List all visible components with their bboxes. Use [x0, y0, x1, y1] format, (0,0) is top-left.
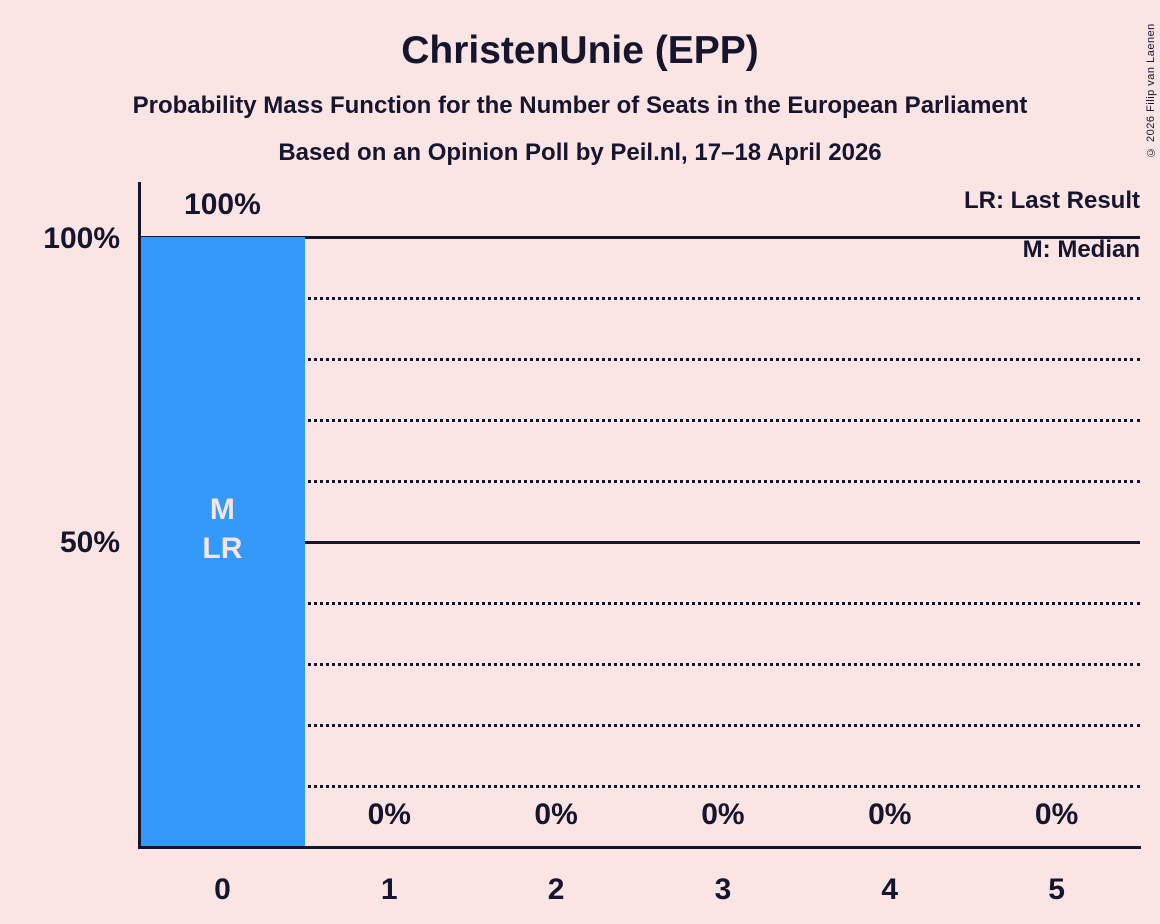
value-label-seats-2: 0%	[534, 798, 578, 831]
x-tick-label-1: 1	[380, 873, 398, 906]
chart-subtitle: Probability Mass Function for the Number…	[132, 92, 1028, 119]
copyright-notice: © 2026 Filip van Laenen	[1145, 23, 1157, 158]
gridline-dotted-80	[139, 357, 1140, 361]
chart-title: ChristenUnie (EPP)	[401, 29, 759, 72]
x-axis-line	[138, 846, 1141, 849]
y-axis-label-100: 100%	[43, 222, 120, 255]
bar-annotation-line: LR	[202, 532, 243, 565]
value-label-seats-5: 0%	[1034, 798, 1079, 831]
gridline-dotted-70	[139, 418, 1140, 422]
bar-annotation-line: M	[209, 493, 235, 526]
bar-seats-0	[141, 237, 306, 847]
x-tick-label-2: 2	[547, 873, 565, 906]
gridline-dotted-90	[139, 296, 1140, 300]
x-tick-label-3: 3	[714, 873, 732, 906]
gridline-dotted-60	[139, 479, 1140, 483]
x-tick-label-5: 5	[1048, 873, 1065, 906]
bar-annotation-seats-0: M LR	[139, 490, 306, 568]
legend-last-result: LR: Last Result	[963, 187, 1140, 214]
value-label-seats-0: 100%	[184, 188, 261, 221]
gridline-dotted-20	[139, 723, 1140, 727]
legend-median: M: Median	[1022, 236, 1140, 263]
gridline-dotted-40	[139, 601, 1140, 605]
value-label-seats-1: 0%	[367, 798, 411, 831]
y-axis-label-50: 50%	[59, 526, 120, 559]
value-label-seats-4: 0%	[868, 798, 912, 831]
y-axis-line	[138, 182, 141, 849]
gridline-solid-100	[139, 235, 1140, 239]
gridline-solid-50	[139, 540, 1140, 544]
value-label-seats-3: 0%	[701, 798, 745, 831]
gridline-dotted-30	[139, 662, 1140, 666]
x-tick-label-0: 0	[214, 873, 231, 906]
x-tick-label-4: 4	[881, 873, 899, 906]
gridline-dotted-10	[139, 784, 1140, 788]
poll-source-line: Based on an Opinion Poll by Peil.nl, 17–…	[278, 139, 882, 166]
